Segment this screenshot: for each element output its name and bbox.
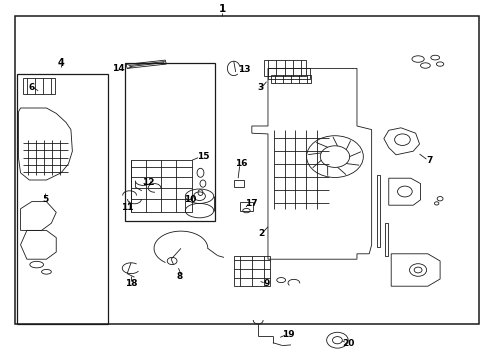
Bar <box>130 160 191 212</box>
Text: 4: 4 <box>58 58 64 68</box>
Text: 9: 9 <box>263 279 269 288</box>
Bar <box>376 175 380 247</box>
Text: 1: 1 <box>219 4 225 14</box>
Bar <box>264 60 305 76</box>
Text: 17: 17 <box>244 199 257 208</box>
Text: 20: 20 <box>341 339 354 348</box>
Bar <box>233 256 270 286</box>
Bar <box>267 68 309 79</box>
Bar <box>233 180 244 187</box>
Text: 7: 7 <box>425 156 432 165</box>
Text: 11: 11 <box>121 203 133 212</box>
Text: 19: 19 <box>282 330 294 338</box>
Text: 5: 5 <box>42 195 48 204</box>
Text: 10: 10 <box>183 195 196 204</box>
Bar <box>271 75 311 83</box>
Text: 12: 12 <box>142 178 154 187</box>
Text: 15: 15 <box>196 152 209 161</box>
Text: 2: 2 <box>258 229 264 238</box>
Text: 6: 6 <box>29 83 35 92</box>
Bar <box>17 74 107 324</box>
Text: 14: 14 <box>112 64 124 73</box>
Bar <box>15 16 478 324</box>
Text: 16: 16 <box>234 159 247 168</box>
Text: 13: 13 <box>238 65 250 74</box>
Bar <box>124 63 215 221</box>
Bar <box>385 223 387 256</box>
Bar <box>23 78 55 94</box>
Bar <box>239 202 253 211</box>
Text: 8: 8 <box>177 272 183 281</box>
Text: 18: 18 <box>124 279 137 288</box>
Text: 3: 3 <box>257 83 263 92</box>
